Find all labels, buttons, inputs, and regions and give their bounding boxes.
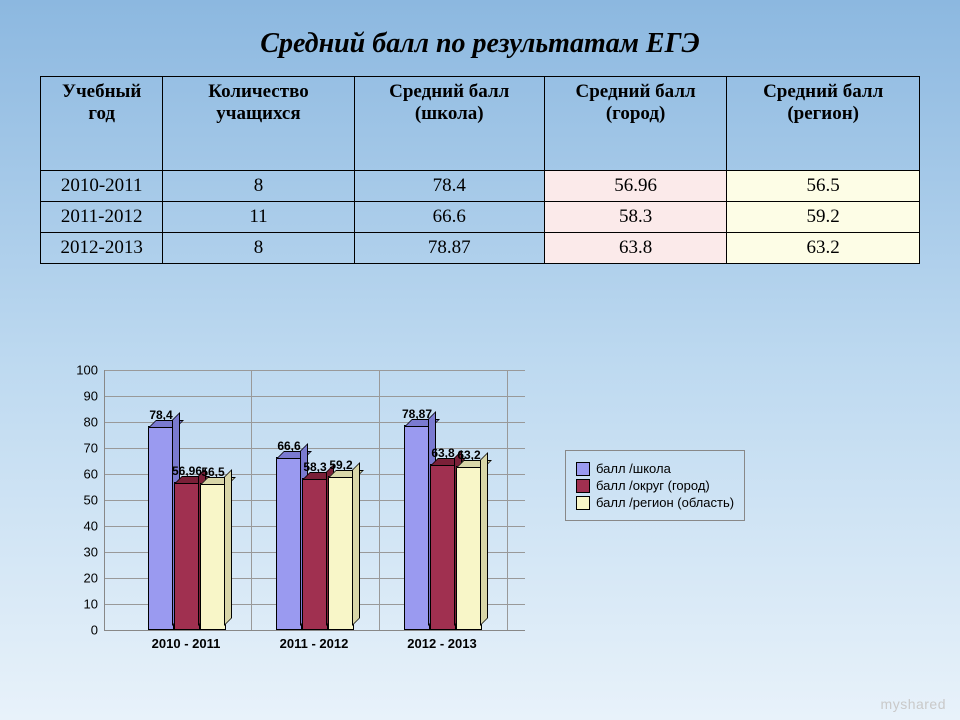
chart-y-axis: 0102030405060708090100	[70, 370, 104, 630]
table-cell: 63.2	[727, 233, 920, 264]
data-table: Учебный годКоличество учащихсяСредний ба…	[40, 76, 920, 264]
chart-bar-label: 63,2	[457, 448, 480, 462]
chart-y-tick: 10	[84, 597, 98, 612]
chart-y-tick: 20	[84, 571, 98, 586]
chart-y-tick: 80	[84, 415, 98, 430]
legend-swatch	[576, 496, 590, 510]
chart-y-tick: 70	[84, 441, 98, 456]
table-cell: 63.8	[544, 233, 727, 264]
chart-legend: балл /школа балл /округ (город) балл /реги…	[565, 450, 745, 521]
chart-bar-label: 56,96	[172, 464, 202, 478]
legend-swatch	[576, 479, 590, 493]
chart-bar: 78,4	[148, 426, 174, 630]
chart-y-tick: 30	[84, 545, 98, 560]
table-cell: 59.2	[727, 202, 920, 233]
table-header: Средний балл (регион)	[727, 77, 920, 171]
legend-label: балл /школа	[596, 461, 671, 476]
chart-y-tick: 90	[84, 389, 98, 404]
chart-bar-label: 58,3	[303, 460, 326, 474]
chart-bar: 63,8	[430, 464, 456, 630]
chart-bar-label: 78,87	[402, 407, 432, 421]
page-title: Средний балл по результатам ЕГЭ	[40, 28, 920, 60]
table-cell: 8	[163, 233, 354, 264]
chart-legend-item: балл /округ (город)	[576, 478, 734, 493]
chart-bar-label: 59,2	[329, 458, 352, 472]
chart-bar-label: 78,4	[149, 408, 172, 422]
chart-legend-item: балл /регион (область)	[576, 495, 734, 510]
chart-bar: 58,3	[302, 478, 328, 630]
chart-bar-label: 56,5	[201, 465, 224, 479]
table-cell: 66.6	[354, 202, 544, 233]
chart-y-tick: 0	[91, 623, 98, 638]
legend-label: балл /округ (город)	[596, 478, 710, 493]
table-header: Средний балл (школа)	[354, 77, 544, 171]
table-header: Учебный год	[41, 77, 163, 171]
chart-legend-item: балл /школа	[576, 461, 734, 476]
chart-y-tick: 100	[76, 363, 98, 378]
chart-bar: 56,96	[174, 482, 200, 630]
table-cell: 11	[163, 202, 354, 233]
chart-bar-label: 66,6	[277, 439, 300, 453]
chart-bar: 66,6	[276, 457, 302, 630]
table-cell: 78.87	[354, 233, 544, 264]
chart-x-tick: 2011 - 2012	[280, 636, 349, 651]
table-row: 2011-20121166.658.359.2	[41, 202, 920, 233]
table-cell: 56.5	[727, 171, 920, 202]
table-cell: 2011-2012	[41, 202, 163, 233]
table-cell: 56.96	[544, 171, 727, 202]
chart-y-tick: 40	[84, 519, 98, 534]
chart-x-tick: 2010 - 2011	[152, 636, 221, 651]
chart-bar-group: 78,456,9656,5	[148, 426, 226, 630]
chart-bar: 78,87	[404, 425, 430, 630]
chart-x-axis: 2010 - 2011 2011 - 2012 2012 - 2013	[104, 632, 524, 652]
table-cell: 78.4	[354, 171, 544, 202]
chart-plot-area: 78,456,9656,566,658,359,278,8763,863,2	[104, 370, 525, 631]
legend-swatch	[576, 462, 590, 476]
chart-y-tick: 50	[84, 493, 98, 508]
table-header: Средний балл (город)	[544, 77, 727, 171]
table-cell: 2012-2013	[41, 233, 163, 264]
chart-bar-group: 78,8763,863,2	[404, 425, 482, 630]
chart-y-tick: 60	[84, 467, 98, 482]
chart-bar-label: 63,8	[431, 446, 454, 460]
table-header: Количество учащихся	[163, 77, 354, 171]
table-cell: 2010-2011	[41, 171, 163, 202]
watermark: myshared	[881, 696, 946, 712]
chart-bar: 63,2	[456, 466, 482, 630]
chart-bar-group: 66,658,359,2	[276, 457, 354, 630]
bar-chart: 0102030405060708090100 78,456,9656,566,6…	[70, 370, 770, 670]
legend-label: балл /регион (область)	[596, 495, 734, 510]
table-cell: 8	[163, 171, 354, 202]
chart-bar: 59,2	[328, 476, 354, 630]
table-cell: 58.3	[544, 202, 727, 233]
table-row: 2010-2011878.456.9656.5	[41, 171, 920, 202]
chart-bar: 56,5	[200, 483, 226, 630]
table-row: 2012-2013878.8763.863.2	[41, 233, 920, 264]
chart-x-tick: 2012 - 2013	[407, 636, 476, 651]
